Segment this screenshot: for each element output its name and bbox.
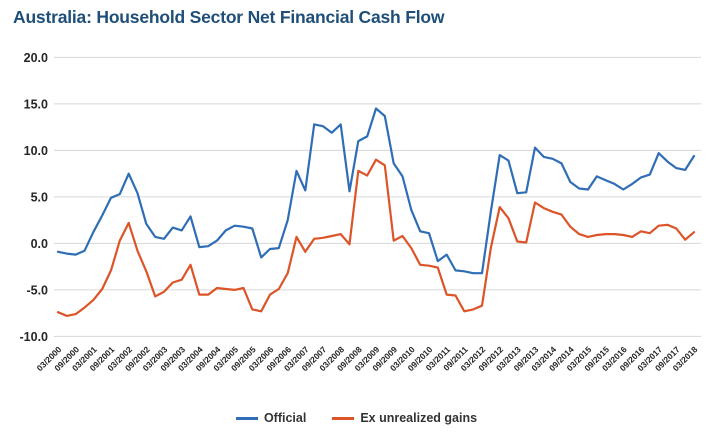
- legend-item-ex-unrealized-gains: Ex unrealized gains: [332, 411, 477, 425]
- series-line-ex_unrealized: [56, 158, 696, 317]
- ex-unrealized-gains-line-swatch-icon: [332, 416, 355, 420]
- y-axis-tick-label: -5.0: [26, 283, 48, 297]
- y-axis-tick-label: 5.0: [31, 190, 48, 204]
- chart-title: Australia: Household Sector Net Financia…: [13, 7, 445, 27]
- legend-item-official: Official: [235, 411, 307, 425]
- y-axis-tick-label: 15.0: [24, 97, 48, 111]
- legend-label-official: Official: [263, 411, 307, 425]
- y-axis-tick-label: 10.0: [24, 144, 48, 158]
- series-line-official: [56, 107, 696, 275]
- official-line-swatch-icon: [235, 416, 258, 420]
- legend-label-ex-unrealized-gains: Ex unrealized gains: [360, 411, 478, 425]
- y-axis-tick-label: 20.0: [24, 51, 48, 65]
- chart-legend: Official Ex unrealized gains: [0, 411, 713, 425]
- y-axis-tick-label: 0.0: [31, 237, 48, 251]
- y-axis-tick-label: -10.0: [20, 330, 49, 344]
